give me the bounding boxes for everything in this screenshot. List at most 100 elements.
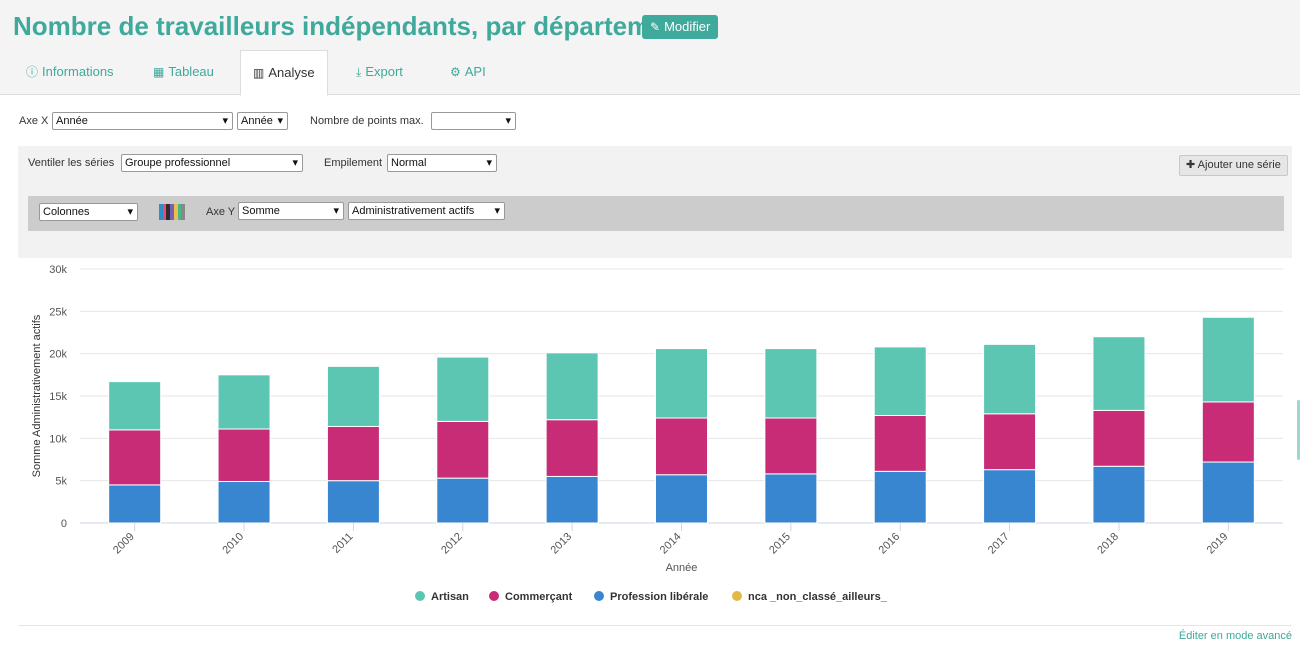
x-axis-title: Année (666, 562, 698, 574)
x-tick-label: 2013 (548, 531, 574, 557)
color-palette-icon[interactable] (159, 204, 186, 220)
tab-analyse[interactable]: ▥ Analyse (240, 50, 328, 96)
bar-segment[interactable] (326, 480, 380, 524)
bar-segment[interactable] (983, 469, 1037, 524)
x-axis-granularity-select[interactable]: Année (237, 112, 288, 130)
y-tick-label: 20k (49, 349, 67, 361)
max-points-label: Nombre de points max. (310, 115, 424, 127)
bar-segment[interactable] (436, 356, 490, 422)
x-tick-label: 2011 (330, 531, 355, 556)
y-tick-label: 10k (49, 433, 67, 445)
bar-segment[interactable] (217, 481, 271, 524)
tab-export[interactable]: ⤓ Export (356, 50, 403, 95)
x-axis-field-select[interactable]: Année (52, 112, 233, 130)
legend-marker[interactable] (732, 591, 742, 601)
bar-segment[interactable] (873, 414, 927, 472)
bar-segment[interactable] (1201, 401, 1255, 463)
bar-segment[interactable] (764, 473, 818, 524)
bar-segment[interactable] (545, 475, 599, 524)
breakdown-label: Ventiler les séries (28, 157, 115, 169)
x-tick-label: 2018 (1095, 531, 1121, 557)
y-tick-label: 25k (49, 306, 67, 318)
bar-segment[interactable] (1201, 316, 1255, 403)
y-axis-title: Somme Administrativement actifs (31, 314, 43, 477)
bar-segment[interactable] (545, 352, 599, 421)
tab-export-label: Export (365, 64, 403, 79)
tab-api-label: API (464, 64, 486, 79)
aggregation-select[interactable]: Somme (238, 202, 344, 220)
bar-segment[interactable] (326, 365, 380, 427)
info-circle-icon: ⓘ (26, 65, 39, 79)
legend-marker[interactable] (415, 591, 425, 601)
bar-segment[interactable] (1092, 465, 1146, 524)
y-tick-label: 30k (49, 264, 67, 276)
legend-item[interactable]: Commerçant (505, 591, 573, 603)
bar-segment[interactable] (655, 474, 708, 524)
bar-segment[interactable] (764, 348, 818, 419)
x-axis-ticks: 2009 2010 2011 2012 2013 2014 2015 2016 2017 2018… (111, 523, 1230, 556)
add-series-button[interactable]: ✚ Ajouter une série (1179, 155, 1288, 176)
page-title: Nombre de travailleurs indépendants, par… (13, 11, 690, 41)
download-icon: ⤓ (356, 65, 362, 79)
side-scroll-handle[interactable] (1297, 400, 1300, 460)
plus-icon: ✚ (1186, 159, 1198, 171)
tab-informations[interactable]: ⓘ Informations (26, 50, 114, 95)
y-tick-label: 5k (55, 476, 67, 488)
bar-segment[interactable] (108, 381, 162, 431)
bar-segment[interactable] (326, 425, 380, 482)
bar-segment[interactable] (1092, 336, 1146, 411)
y-tick-label: 15k (49, 391, 67, 403)
y-axis-ticks: 0 5k 10k 15k 20k 25k 30k (49, 264, 67, 530)
bar-segment[interactable] (217, 374, 271, 430)
pencil-icon: ✎ (650, 20, 661, 34)
tab-tableau-label: Tableau (168, 64, 214, 79)
y-tick-label: 0 (61, 518, 67, 530)
table-icon: ▦ (153, 65, 165, 79)
tab-analyse-label: Analyse (268, 65, 315, 80)
bar-segment[interactable] (655, 348, 708, 419)
bar-segment[interactable] (1201, 461, 1255, 524)
x-tick-label: 2017 (986, 531, 1012, 557)
chart-type-select[interactable]: Colonnes (39, 203, 138, 221)
chart-bars (108, 316, 1255, 524)
legend-item[interactable]: nca _non_classé_ailleurs_ (748, 591, 888, 603)
edit-button-label: Modifier (664, 19, 711, 34)
bar-segment[interactable] (545, 419, 599, 477)
legend-marker[interactable] (489, 591, 499, 601)
stacking-select[interactable]: Normal (387, 154, 497, 172)
legend-marker[interactable] (594, 591, 604, 601)
advanced-mode-link[interactable]: Éditer en mode avancé (1178, 630, 1292, 642)
bar-segment[interactable] (436, 420, 490, 479)
tab-api[interactable]: ⚙ API (450, 50, 486, 95)
max-points-select[interactable] (431, 112, 516, 130)
edit-button[interactable]: ✎ Modifier (642, 15, 719, 39)
legend-item[interactable]: Artisan (431, 591, 469, 603)
y-field-select[interactable]: Administrativement actifs (348, 202, 505, 220)
bar-segment[interactable] (217, 428, 271, 483)
add-series-label: Ajouter une série (1197, 159, 1281, 171)
bar-segment[interactable] (1092, 409, 1146, 467)
x-tick-label: 2012 (439, 531, 465, 557)
tab-informations-label: Informations (42, 64, 114, 79)
legend-item[interactable]: Profession libérale (610, 591, 708, 603)
bar-segment[interactable] (108, 429, 162, 486)
stacked-column-chart: 0 5k 10k 15k 20k 25k 30k 2009 2010 2011 2012 2013 2… (31, 264, 1283, 603)
bar-segment[interactable] (983, 343, 1037, 415)
stacking-label: Empilement (324, 157, 383, 169)
y-axis-label: Axe Y (206, 206, 236, 218)
bar-segment[interactable] (108, 484, 162, 524)
bar-segment[interactable] (764, 417, 818, 475)
chart-legend[interactable]: Artisan Commerçant Profession libérale nca … (415, 591, 888, 603)
tab-tableau[interactable]: ▦ Tableau (153, 50, 214, 95)
x-tick-label: 2016 (877, 531, 903, 557)
bar-chart-icon: ▥ (253, 66, 265, 80)
bar-segment[interactable] (655, 417, 708, 476)
bar-segment[interactable] (436, 477, 490, 524)
bar-segment[interactable] (873, 346, 927, 416)
x-tick-label: 2009 (111, 531, 137, 557)
x-tick-label: 2010 (220, 531, 246, 557)
bar-segment[interactable] (983, 413, 1037, 471)
x-tick-label: 2019 (1205, 531, 1231, 557)
breakdown-select[interactable]: Groupe professionnel (121, 154, 303, 172)
bar-segment[interactable] (873, 470, 927, 524)
